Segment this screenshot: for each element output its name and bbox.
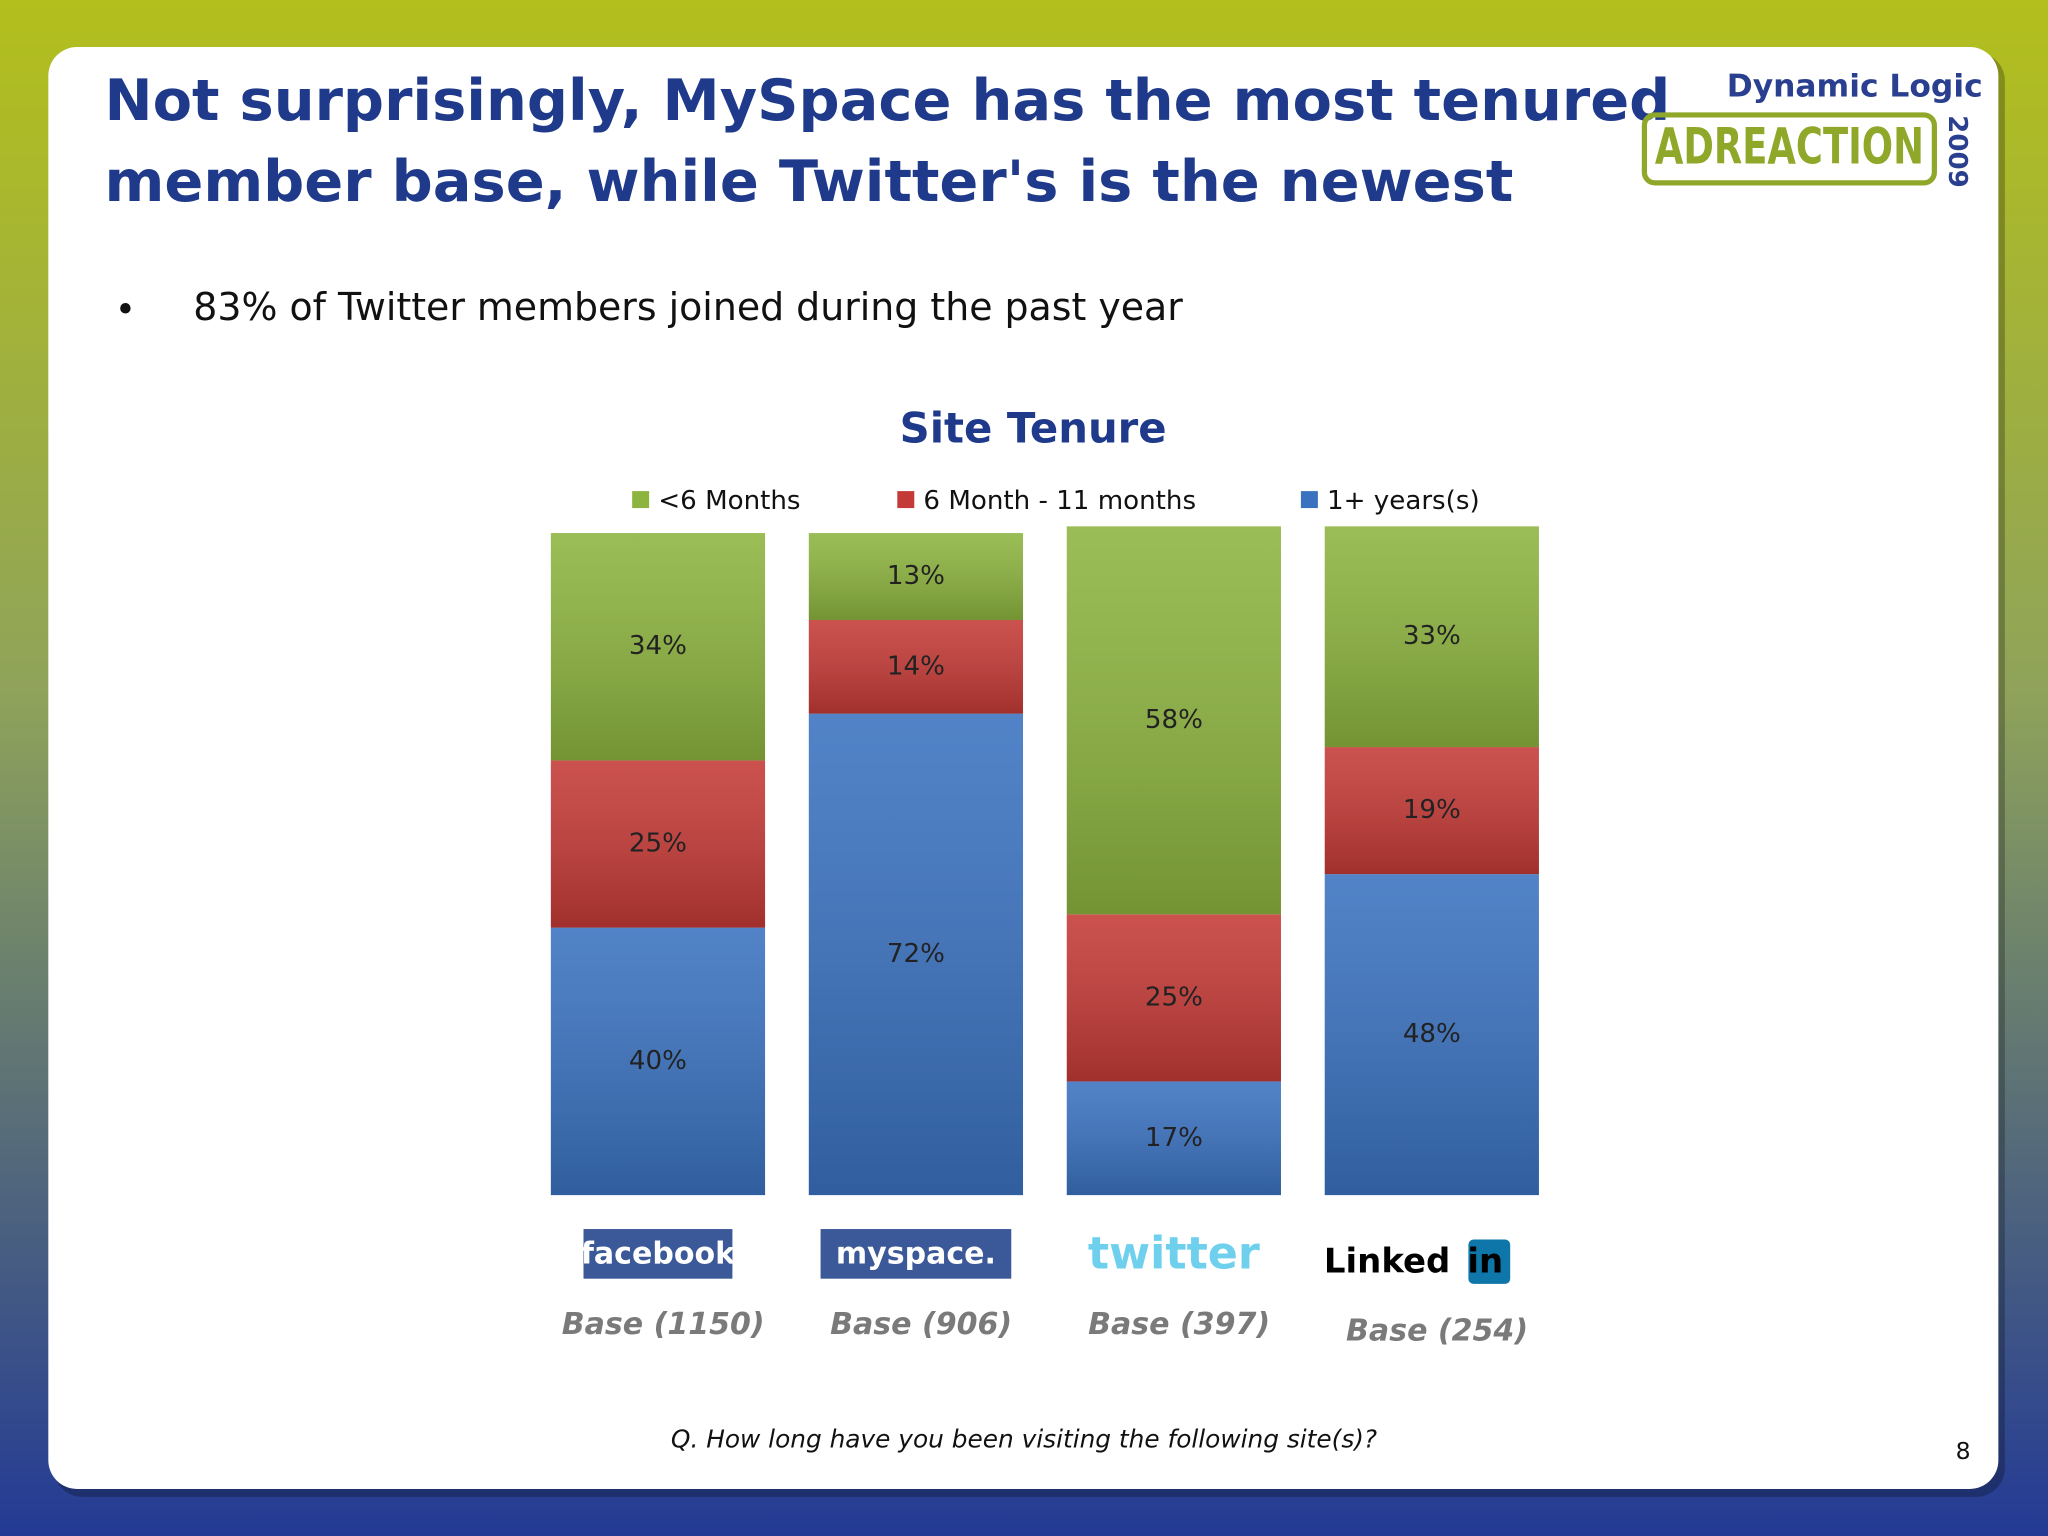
- logo-main: ADREACTION: [1655, 118, 1924, 176]
- data-label: 19%: [1403, 795, 1461, 825]
- bar-shade: [808, 713, 1024, 1196]
- bar-shade: [550, 760, 766, 928]
- data-label: 17%: [1145, 1123, 1203, 1153]
- logo-box: [1468, 1239, 1511, 1284]
- data-label: 33%: [1403, 621, 1461, 651]
- x-tick-label: twitter: [1088, 1228, 1260, 1279]
- base-label: Base (906): [830, 1307, 1012, 1342]
- data-label: 25%: [629, 829, 687, 859]
- bar-shade: [550, 927, 766, 1196]
- logo-frame: [1641, 112, 1937, 186]
- logo-top: Dynamic Logic: [1727, 69, 1983, 105]
- card: [48, 47, 1999, 1489]
- title: Not surprisingly, MySpace has the most t…: [104, 67, 1670, 134]
- bar-shade: [1324, 747, 1539, 875]
- legend-label: <6 Months: [658, 486, 800, 516]
- bar-shade: [1324, 526, 1539, 748]
- base-label: Base (254): [1346, 1314, 1528, 1349]
- bullet-text: 83% of Twitter members joined during the…: [193, 285, 1183, 329]
- data-label: 34%: [629, 631, 687, 661]
- data-label: 40%: [629, 1046, 687, 1076]
- bullet-dot: [120, 303, 131, 314]
- bar-shade: [808, 533, 1024, 620]
- logo-box: [820, 1229, 1012, 1279]
- bar-shade: [550, 533, 766, 761]
- page-number: 8: [1956, 1437, 1971, 1465]
- legend-swatch: [897, 491, 915, 509]
- x-tick-label: myspace.: [836, 1237, 996, 1272]
- bar-shade: [808, 619, 1024, 714]
- data-label: 48%: [1403, 1019, 1461, 1049]
- bar-shade: [1066, 526, 1281, 915]
- data-label: 13%: [887, 561, 945, 591]
- legend-label: 1+ years(s): [1327, 486, 1480, 516]
- data-label: 72%: [887, 939, 945, 969]
- chart-title: Site Tenure: [900, 404, 1167, 453]
- bar-shade: [1066, 1081, 1281, 1196]
- logo-year: 2009: [1942, 115, 1972, 188]
- logo-box: [583, 1229, 733, 1279]
- data-label: 14%: [887, 651, 945, 681]
- legend-label: 6 Month - 11 months: [923, 486, 1196, 516]
- legend-swatch: [632, 491, 650, 509]
- base-label: Base (397): [1088, 1307, 1270, 1342]
- data-label: 58%: [1145, 705, 1203, 735]
- bar-shade: [1324, 874, 1539, 1196]
- x-tick-label: facebook: [581, 1237, 736, 1272]
- data-label: 25%: [1145, 982, 1203, 1012]
- base-label: Base (1150): [562, 1307, 765, 1342]
- legend-swatch: [1300, 491, 1318, 509]
- title: member base, while Twitter's is the newe…: [104, 148, 1513, 215]
- x-tick-label: Linked in: [1324, 1242, 1503, 1282]
- logo: Dynamic Logic ADREACTION 2009: [1641, 69, 1983, 188]
- bar-shade: [1066, 914, 1281, 1082]
- footnote: Q. How long have you been visiting the f…: [671, 1425, 1377, 1454]
